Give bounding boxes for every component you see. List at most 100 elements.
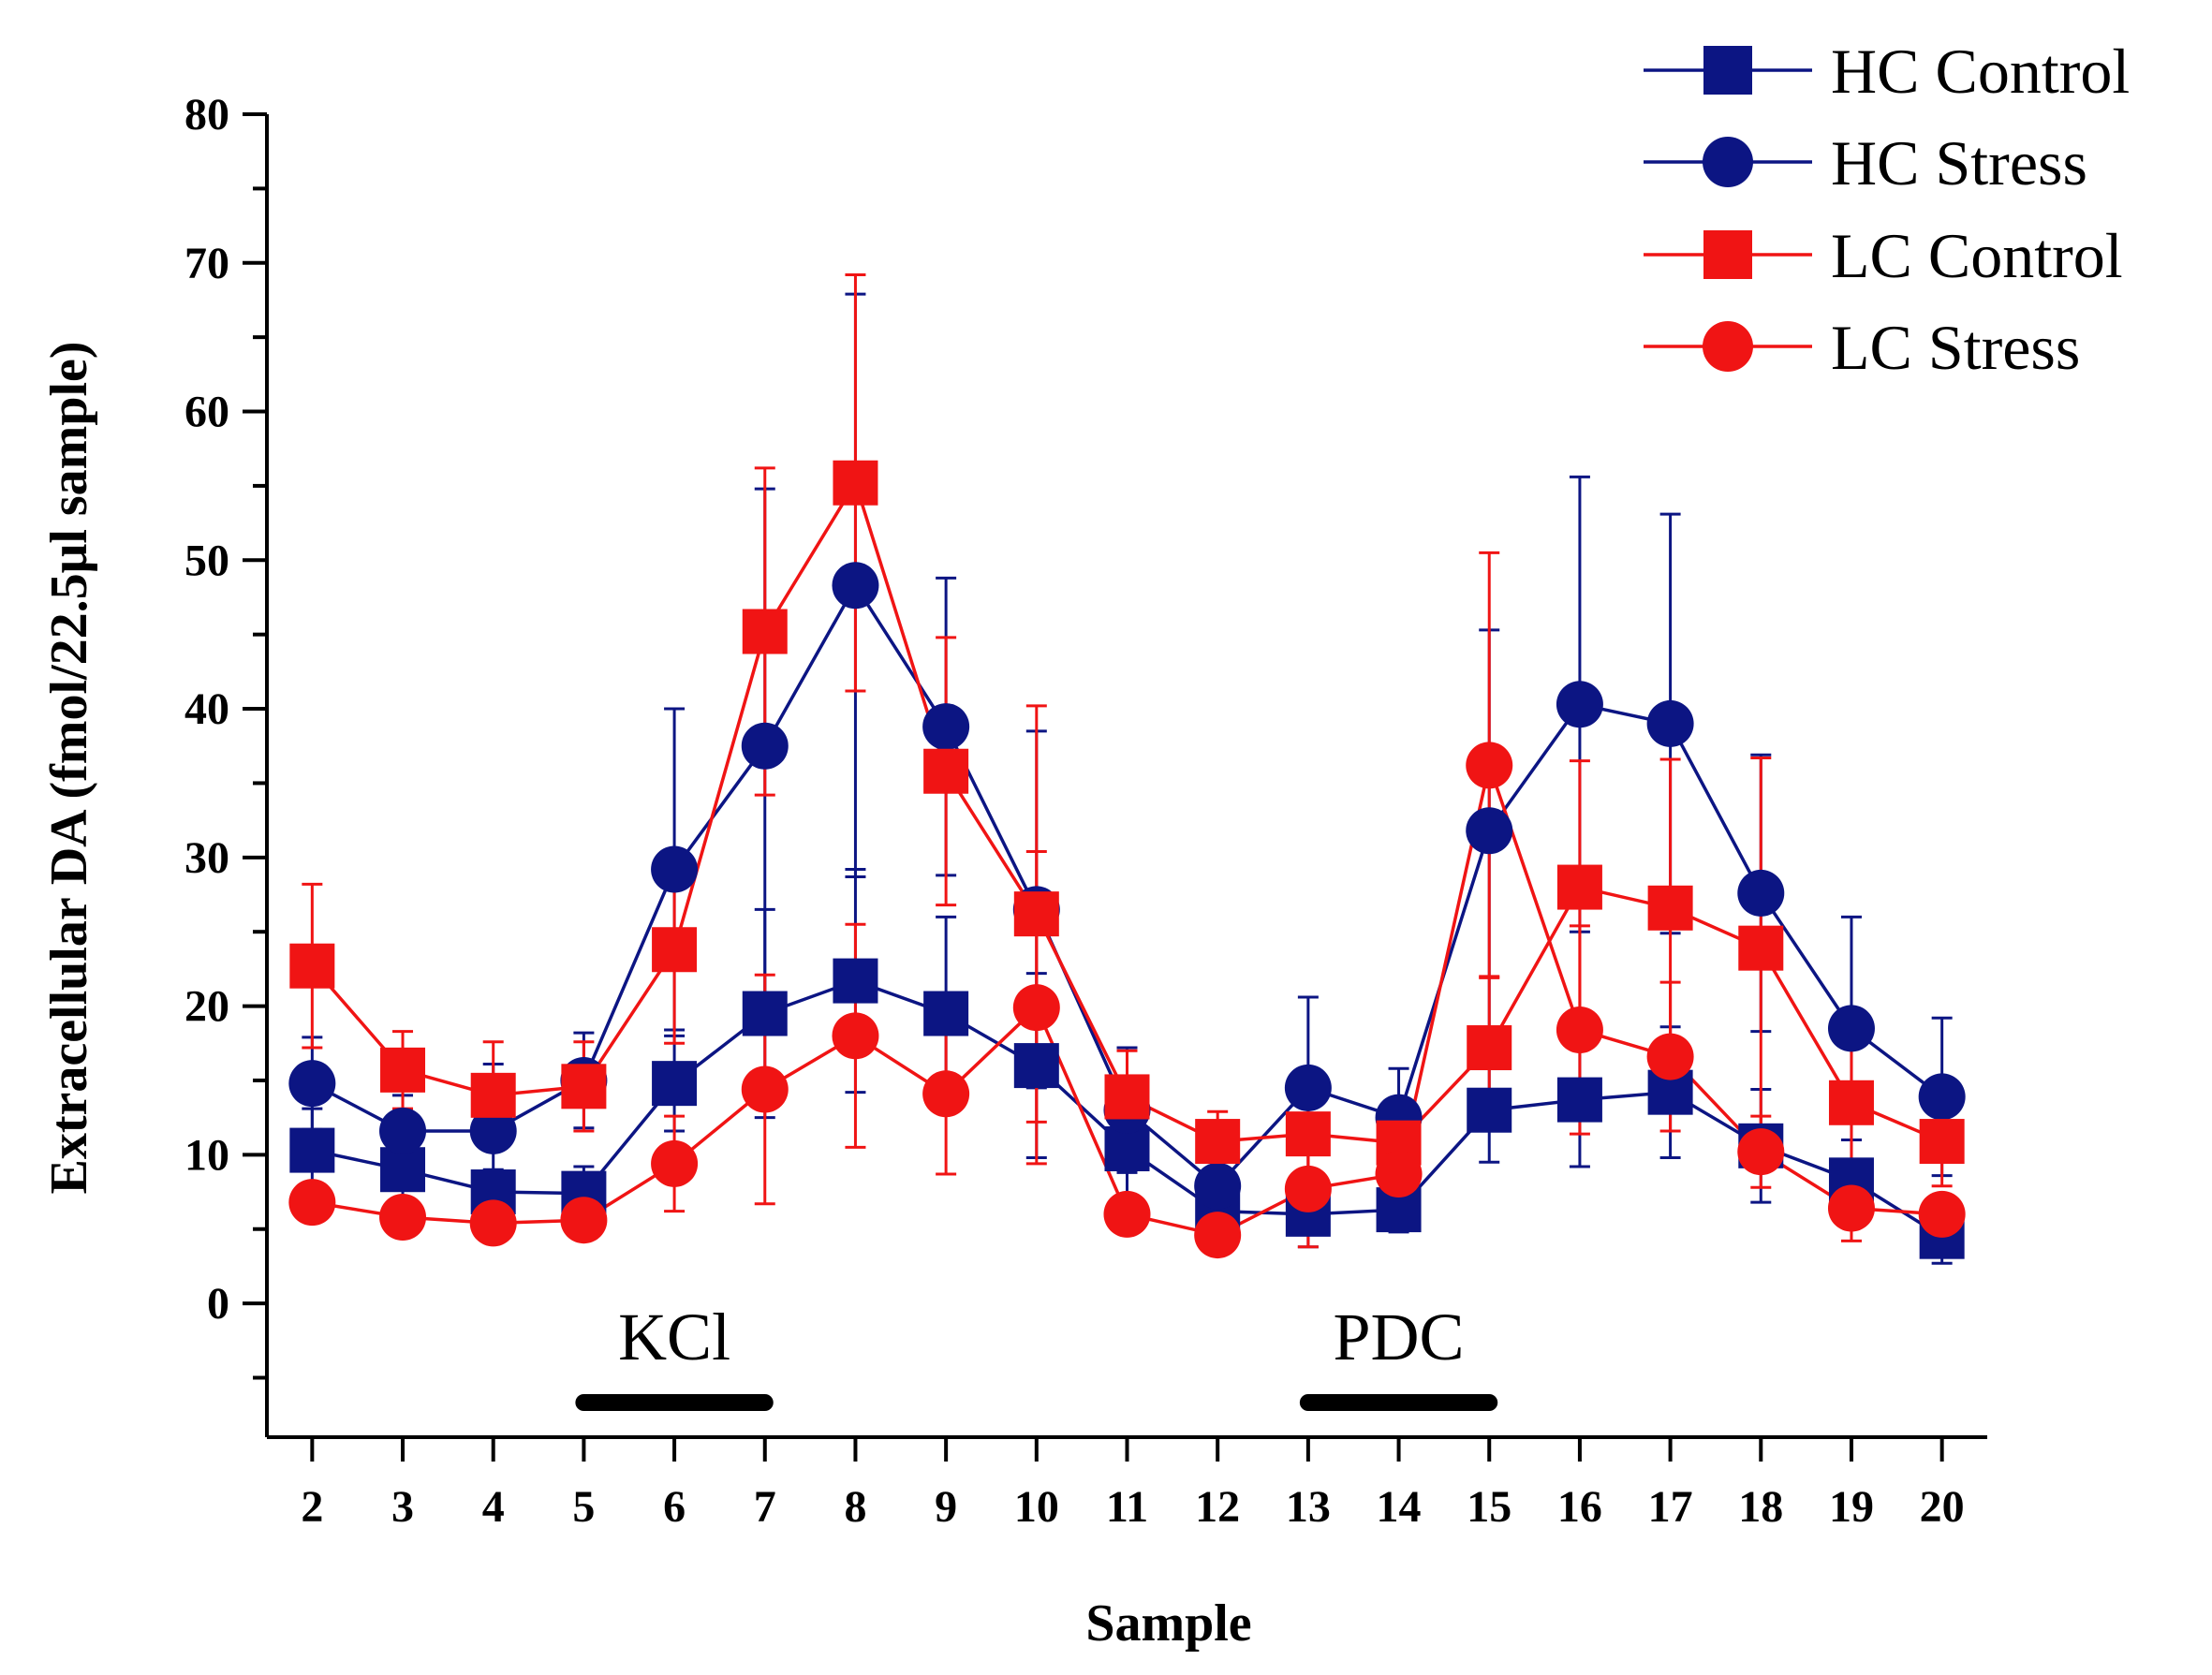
data-point-square <box>380 1047 426 1093</box>
x-tick-label: 2 <box>301 1482 323 1532</box>
data-point-circle <box>1466 807 1513 855</box>
data-point-circle <box>1918 1190 1966 1238</box>
data-point-square <box>923 991 969 1036</box>
y-tick-label: 20 <box>184 982 229 1032</box>
x-axis-title: Sample <box>1085 1594 1251 1653</box>
y-tick-label: 10 <box>184 1130 229 1180</box>
data-point-square <box>289 1127 335 1173</box>
x-tick-label: 19 <box>1829 1482 1874 1532</box>
data-point-square <box>652 927 698 973</box>
data-point-circle <box>1466 742 1513 789</box>
y-tick-label: 50 <box>184 536 229 585</box>
x-tick-label: 6 <box>663 1482 686 1532</box>
data-point-square <box>289 943 335 989</box>
y-tick-label: 60 <box>184 388 229 437</box>
data-point-square <box>1104 1125 1150 1171</box>
data-point-circle <box>832 1012 879 1060</box>
x-tick-label: 8 <box>844 1482 866 1532</box>
data-point-circle <box>288 1179 336 1227</box>
x-tick-label: 5 <box>572 1482 595 1532</box>
legend-marker-square <box>1703 230 1752 279</box>
x-tick-label: 17 <box>1648 1482 1693 1532</box>
data-point-square <box>1647 885 1693 931</box>
data-point-square <box>742 991 788 1036</box>
legend-label: LC Stress <box>1831 312 2080 383</box>
data-point-circle <box>469 1199 517 1247</box>
data-point-square <box>1828 1080 1874 1125</box>
data-point-circle <box>1827 1184 1875 1232</box>
x-tick-label: 9 <box>935 1482 957 1532</box>
data-point-square <box>380 1147 426 1193</box>
legend-item: LC Stress <box>1644 312 2080 383</box>
data-point-square <box>1285 1111 1331 1157</box>
annotations-layer: KCl PDC <box>575 1300 1498 1411</box>
data-point-square <box>1467 1087 1512 1133</box>
data-point-circle <box>1375 1150 1423 1197</box>
treatment-label-kcl: KCl <box>618 1300 730 1374</box>
data-point-circle <box>651 1139 699 1187</box>
data-point-circle <box>1194 1162 1242 1210</box>
data-point-square <box>1013 1043 1059 1089</box>
legend-label: HC Stress <box>1831 127 2087 198</box>
x-tick-label: 16 <box>1557 1482 1602 1532</box>
legend-item: LC Control <box>1644 220 2123 291</box>
data-point-circle <box>379 1194 427 1242</box>
data-point-circle <box>1012 984 1060 1032</box>
legend-label: LC Control <box>1831 220 2123 291</box>
data-point-circle <box>1556 1006 1603 1053</box>
legend-label: HC Control <box>1831 36 2130 107</box>
data-point-circle <box>1827 1005 1875 1052</box>
data-point-circle <box>741 722 789 770</box>
legend-item: HC Stress <box>1644 127 2087 198</box>
data-point-square <box>1104 1074 1150 1120</box>
data-point-square <box>923 748 969 794</box>
data-point-circle <box>922 703 970 751</box>
data-point-square <box>1013 891 1059 937</box>
x-tick-label: 11 <box>1106 1482 1148 1532</box>
y-tick-label: 30 <box>184 833 229 883</box>
data-point-square <box>833 460 878 506</box>
series-line-lc-control <box>311 478 1943 1145</box>
x-tick-label: 12 <box>1195 1482 1240 1532</box>
data-point-circle <box>1556 681 1603 728</box>
data-point-square <box>1195 1119 1241 1165</box>
data-point-circle <box>741 1065 789 1113</box>
y-tick-label: 80 <box>184 90 229 140</box>
x-tick-label: 18 <box>1738 1482 1783 1532</box>
x-tick-label: 14 <box>1377 1482 1422 1532</box>
data-point-circle <box>1284 1064 1332 1111</box>
data-point-square <box>652 1061 698 1107</box>
data-point-circle <box>922 1070 970 1118</box>
data-point-circle <box>469 1107 517 1154</box>
data-point-square <box>833 958 878 1004</box>
axes-layer: 0 10 20 30 40 50 60 70 80 2 3 4 5 6 7 8 9 10 11 12 13 14 15 16 1… <box>184 90 1987 1532</box>
x-tick-label: 7 <box>754 1482 776 1532</box>
data-point-square <box>1919 1119 1965 1165</box>
legend-item: HC Control <box>1644 36 2130 107</box>
legend: HC Control HC Stress LC Control LC Stress <box>1644 36 2130 383</box>
y-tick-label: 40 <box>184 684 229 734</box>
data-point-circle <box>651 845 699 893</box>
series-markers-layer <box>288 460 1966 1259</box>
data-point-square <box>1738 925 1784 971</box>
data-point-circle <box>1646 699 1694 747</box>
data-point-circle <box>1918 1073 1966 1121</box>
y-tick-label: 0 <box>207 1279 229 1329</box>
data-point-square <box>1556 864 1602 910</box>
legend-marker-circle <box>1703 137 1753 187</box>
x-tick-label: 3 <box>391 1482 414 1532</box>
y-axis-title: Extracellular DA (fmol/22.5μl sample) <box>40 341 98 1194</box>
x-tick-label: 15 <box>1467 1482 1512 1532</box>
x-tick-label: 10 <box>1014 1482 1059 1532</box>
x-tick-label: 13 <box>1286 1482 1331 1532</box>
x-tick-label: 20 <box>1920 1482 1965 1532</box>
data-point-square <box>470 1072 516 1118</box>
data-point-square <box>561 1064 607 1109</box>
x-tick-label: 4 <box>482 1482 505 1532</box>
data-point-circle <box>1737 1128 1785 1176</box>
data-point-circle <box>1284 1165 1332 1212</box>
data-point-circle <box>1646 1033 1694 1080</box>
data-point-circle <box>832 562 879 610</box>
